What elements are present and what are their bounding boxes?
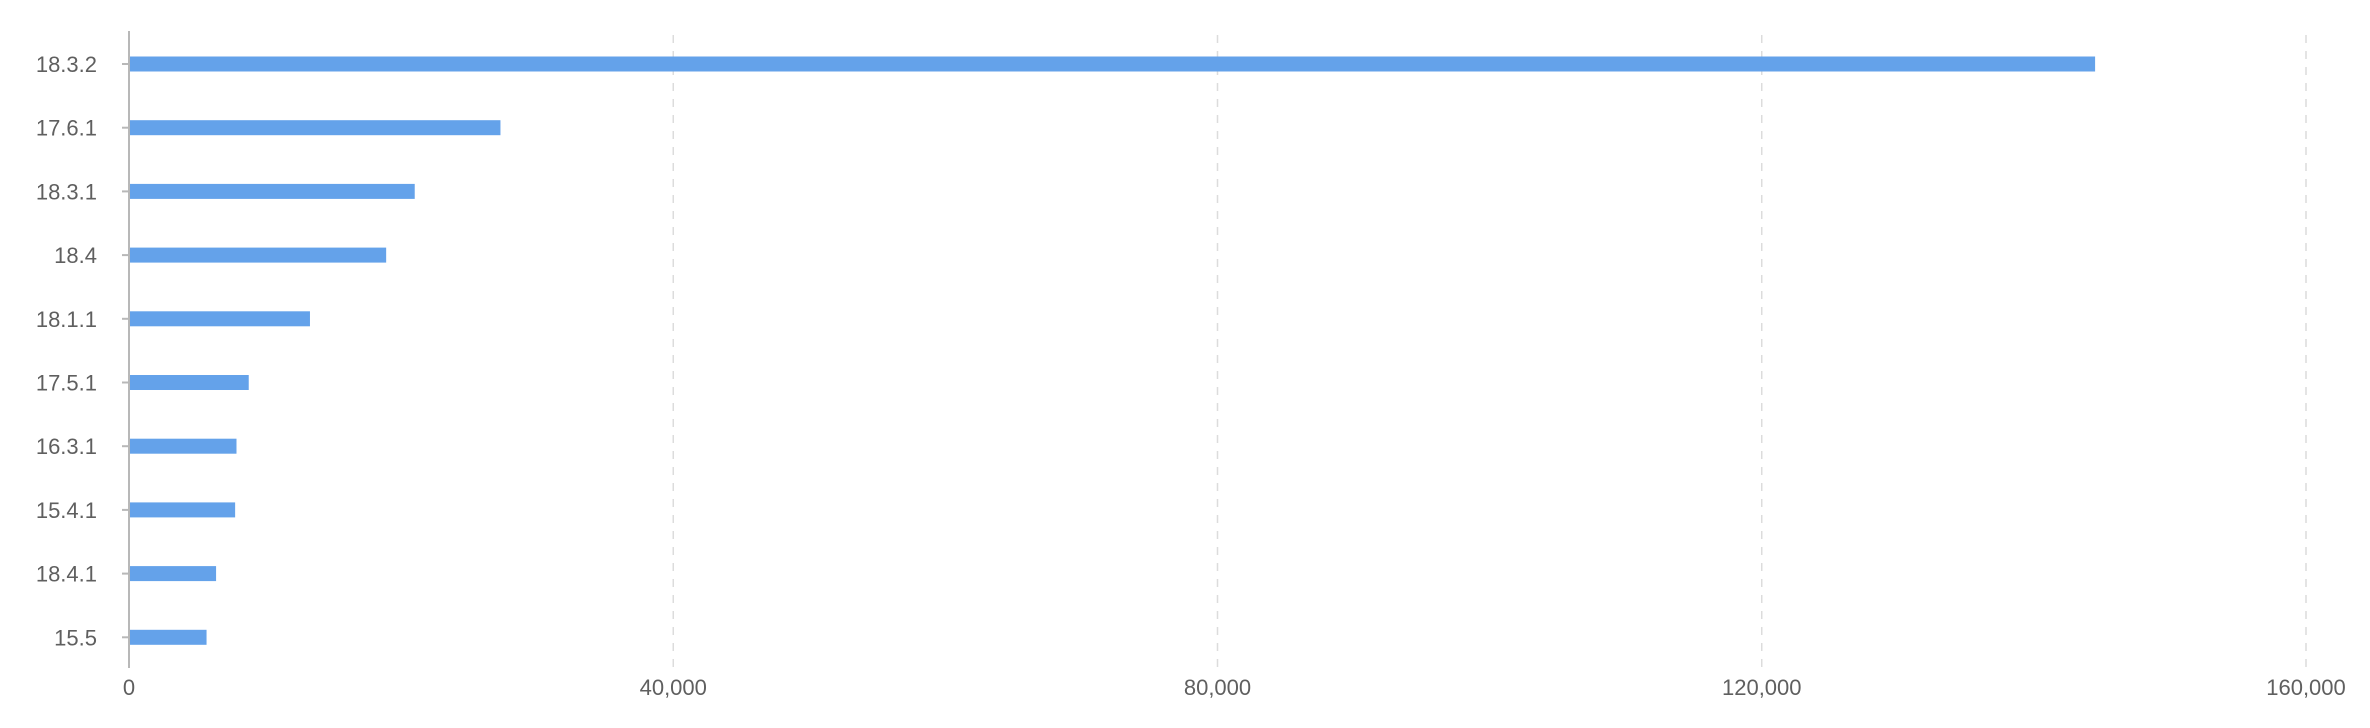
bar	[129, 438, 237, 454]
y-tick-label: 16.3.1	[36, 434, 97, 459]
x-tick-label: 80,000	[1184, 675, 1251, 700]
bar	[129, 120, 501, 136]
bar	[129, 56, 2096, 72]
bar	[129, 502, 236, 518]
y-tick-label: 18.3.2	[36, 52, 97, 77]
y-tick-layer: 18.3.2 17.6.1 18.3.1 18.4 18.1.1 17.5.1 16.3.1…	[36, 52, 129, 650]
y-tick-label: 15.4.1	[36, 498, 97, 523]
bar	[129, 183, 415, 199]
x-tick-label: 0	[123, 675, 135, 700]
bar	[129, 311, 310, 327]
x-tick-label: 160,000	[2266, 675, 2346, 700]
x-tick-label: 120,000	[1722, 675, 1802, 700]
bar	[129, 629, 207, 645]
y-tick-label: 18.1.1	[36, 307, 97, 332]
y-tick-label: 17.5.1	[36, 371, 97, 396]
y-tick-label: 15.5	[54, 625, 97, 650]
bar	[129, 566, 217, 582]
x-tick-label: 40,000	[640, 675, 707, 700]
y-tick-label: 18.3.1	[36, 179, 97, 204]
y-tick-label: 18.4.1	[36, 562, 97, 587]
grid-layer	[672, 35, 2307, 668]
x-tick-layer: 0 40,000 80,000 120,000 160,000	[123, 675, 2346, 700]
bar	[129, 247, 387, 263]
bar-layer	[129, 56, 2096, 645]
y-tick-label: 17.6.1	[36, 116, 97, 141]
y-tick-label: 18.4	[54, 243, 97, 268]
bar	[129, 375, 249, 390]
